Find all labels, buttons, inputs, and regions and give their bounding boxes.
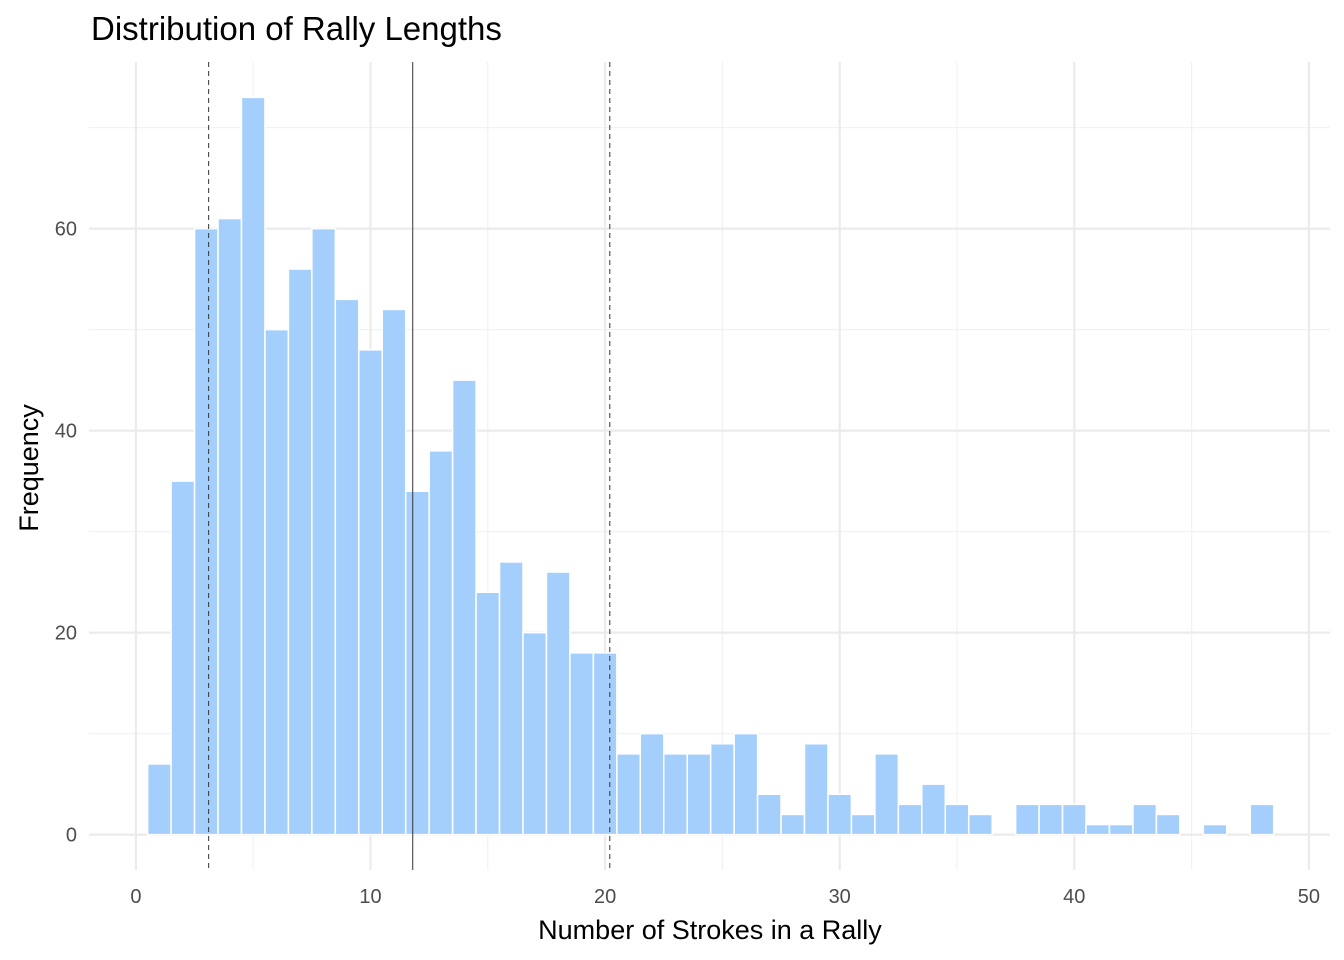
- histogram-bar: [475, 591, 501, 836]
- y-tick-label: 40: [55, 421, 77, 443]
- histogram-bar: [1132, 803, 1158, 836]
- histogram-bar: [358, 349, 383, 836]
- y-tick-label: 60: [55, 219, 77, 241]
- histogram-bar: [264, 328, 290, 836]
- histogram-bar: [1014, 803, 1040, 836]
- x-tick-label: 30: [829, 886, 851, 908]
- reference-lines: [208, 62, 611, 870]
- histogram-bar: [240, 96, 266, 836]
- histogram-bar: [451, 379, 477, 836]
- histogram-bar: [1061, 803, 1087, 836]
- histogram-bar: [709, 743, 735, 836]
- x-axis-label: Number of Strokes in a Rally: [538, 915, 882, 945]
- histogram-bar: [850, 813, 876, 836]
- histogram-bar: [592, 652, 618, 836]
- histogram-bar: [1155, 813, 1181, 836]
- histogram-bar: [311, 227, 337, 836]
- histogram-bar: [733, 732, 759, 836]
- y-axis-label: Frequency: [14, 404, 44, 532]
- histogram-bar: [921, 783, 947, 836]
- histogram-bar: [334, 298, 360, 836]
- histogram-bar: [897, 803, 923, 836]
- histogram-bar: [1202, 823, 1228, 836]
- histogram-bar: [217, 217, 243, 836]
- histogram-bar: [663, 753, 688, 836]
- histogram-bar: [146, 763, 172, 836]
- histogram-bar: [967, 813, 993, 836]
- histogram-bar: [522, 631, 548, 836]
- histogram-bar: [874, 753, 900, 836]
- histogram-bar: [827, 793, 853, 836]
- x-tick-label: 50: [1298, 886, 1320, 908]
- histogram-bar: [498, 561, 524, 836]
- histogram-bar: [1108, 823, 1134, 836]
- histogram-bar: [404, 490, 430, 836]
- histogram-bar: [944, 803, 970, 836]
- bars: [146, 96, 1275, 836]
- chart-title: Distribution of Rally Lengths: [91, 10, 502, 47]
- histogram-bar: [1038, 803, 1064, 836]
- histogram-bar: [780, 813, 806, 836]
- x-tick-label: 20: [594, 886, 616, 908]
- x-tick-label: 10: [359, 886, 381, 908]
- histogram-bar: [616, 753, 642, 836]
- y-tick-label: 20: [55, 623, 77, 645]
- histogram-bar: [545, 571, 571, 836]
- x-tick-label: 40: [1063, 886, 1085, 908]
- x-axis-ticks: 0 10 20 30 40 50: [130, 886, 1320, 908]
- histogram-bar: [756, 793, 782, 836]
- histogram-bar: [803, 743, 829, 836]
- y-tick-label: 0: [66, 825, 77, 847]
- y-axis-ticks: 0 20 40 60: [55, 219, 77, 847]
- histogram-bar: [193, 227, 219, 836]
- histogram-bar: [287, 268, 313, 836]
- histogram-bar: [428, 450, 454, 836]
- histogram-bar: [170, 480, 196, 836]
- histogram-bar: [1085, 823, 1111, 836]
- histogram-bar: [1249, 803, 1275, 836]
- histogram-bar: [569, 652, 595, 836]
- histogram-bar: [686, 753, 712, 836]
- histogram-bar: [639, 732, 665, 836]
- x-tick-label: 0: [130, 886, 141, 908]
- histogram-bar: [381, 308, 407, 836]
